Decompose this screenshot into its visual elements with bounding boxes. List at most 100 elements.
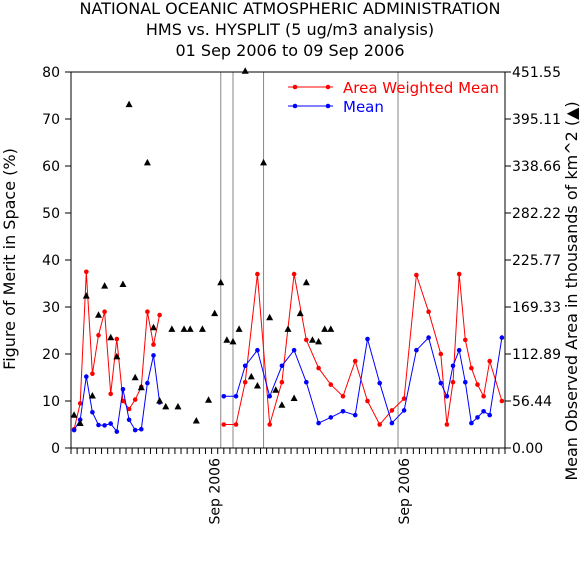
vertical-lines (220, 72, 399, 448)
area-marker (247, 372, 255, 380)
awm-point (450, 379, 456, 385)
mean-point (481, 409, 486, 414)
area-marker (321, 325, 329, 332)
area-marker (272, 386, 280, 393)
mean-point (71, 427, 77, 433)
area-marker (156, 397, 164, 404)
area-marker (296, 309, 304, 317)
y2-axis-label: Mean Observed Area in thousands of km^2 … (562, 101, 580, 480)
area-marker (137, 383, 145, 391)
mean-point (126, 417, 132, 423)
awm-point (108, 391, 113, 397)
area-marker (168, 325, 176, 332)
mean-point (114, 429, 120, 434)
area-marker (260, 158, 268, 166)
awm-point (291, 271, 297, 277)
mean-point (132, 427, 138, 433)
awm-point (255, 271, 260, 277)
title-line-1: NATIONAL OCEANIC ATMOSPHERIC ADMINISTRAT… (80, 0, 501, 18)
area-marker (266, 313, 274, 321)
legend-mean-marker (292, 103, 298, 109)
mean-point (151, 353, 156, 358)
mean-point (438, 380, 444, 386)
awm-point (487, 358, 493, 364)
mean-point (291, 347, 297, 353)
awm-point (316, 365, 321, 371)
series-area-weighted-mean (71, 269, 505, 432)
area-marker (327, 325, 335, 332)
mean-point (401, 408, 407, 413)
mean-point (304, 379, 309, 385)
mean-line (223, 336, 503, 425)
area-marker (162, 402, 170, 410)
x-ticks: Sep 2006 Sep 2006 (70, 448, 506, 525)
y2-tick-label: 395.11 (512, 112, 561, 128)
area-marker (101, 282, 109, 289)
awm-point (145, 309, 150, 315)
mean-point (444, 394, 450, 399)
x-tick-label: Sep 2006 (397, 458, 413, 525)
awm-point (90, 371, 95, 377)
area-marker (82, 292, 90, 299)
mean-point (279, 363, 285, 369)
awm-point (377, 422, 383, 427)
y-tick-label: 40 (42, 253, 60, 269)
awm-point (481, 394, 486, 399)
awm-point (328, 382, 334, 387)
mean-point (365, 336, 370, 342)
awm-line (223, 274, 503, 426)
awm-point (233, 422, 239, 427)
awm-point (438, 351, 444, 357)
area-marker (278, 401, 286, 408)
area-marker (70, 411, 78, 418)
area-marker (205, 396, 213, 403)
awm-point (132, 397, 138, 402)
mean-point (255, 347, 260, 353)
series-observed-area (70, 67, 335, 427)
chart-title: NATIONAL OCEANIC ATMOSPHERIC ADMINISTRAT… (80, 0, 501, 60)
mean-point (450, 363, 456, 369)
legend: Area Weighted Mean Mean (288, 79, 499, 116)
mean-point (102, 423, 107, 428)
mean-point (108, 421, 113, 426)
mean-point (463, 379, 468, 385)
mean-point (84, 374, 89, 379)
area-marker (113, 352, 121, 360)
x-tick-label: Sep 2006 (208, 458, 224, 525)
awm-point (114, 336, 120, 342)
area-marker (131, 373, 139, 381)
mean-point (352, 412, 358, 418)
mean-point (145, 380, 150, 386)
mean-point (242, 363, 248, 369)
area-marker (119, 280, 127, 287)
area-marker (229, 337, 237, 345)
mean-point (414, 347, 419, 353)
y2-tick-label: 112.89 (512, 347, 561, 363)
awm-point (151, 342, 156, 347)
mean-point (328, 415, 334, 420)
y2-tick-label: 282.22 (512, 206, 561, 222)
y2-tick-label: 169.33 (512, 300, 561, 316)
awm-point (456, 271, 462, 277)
area-marker (150, 323, 158, 331)
mean-point (340, 409, 346, 414)
awm-point (426, 309, 431, 315)
awm-point (102, 309, 107, 315)
mean-point (456, 347, 462, 353)
awm-point (389, 408, 395, 413)
y-tick-label: 80 (42, 65, 60, 81)
y-tick-label: 20 (42, 347, 60, 363)
plot-frame (70, 71, 506, 449)
axes (70, 71, 506, 449)
mean-point (469, 420, 474, 426)
area-marker (186, 325, 194, 332)
area-marker (76, 419, 84, 427)
y-tick-label: 0 (51, 441, 60, 457)
mean-point (377, 380, 383, 386)
awm-point (267, 422, 273, 427)
legend-awm-marker (292, 84, 298, 90)
mean-point (499, 335, 505, 340)
awm-point (365, 398, 370, 404)
awm-point (221, 422, 227, 427)
mean-point (389, 420, 395, 426)
